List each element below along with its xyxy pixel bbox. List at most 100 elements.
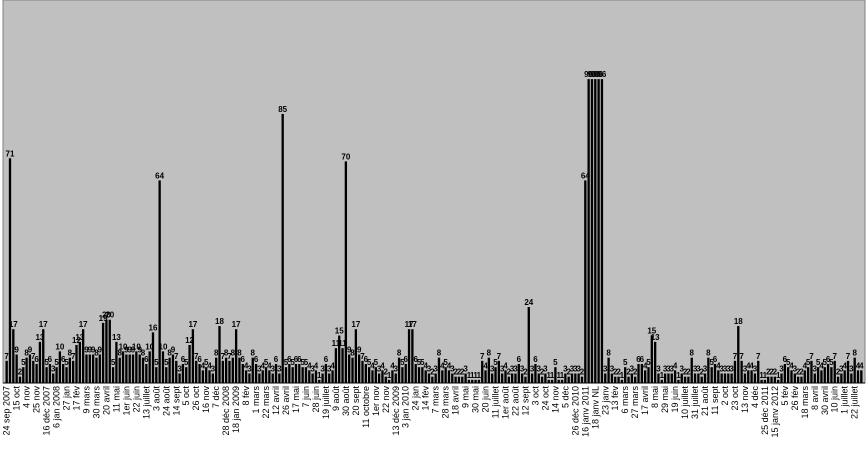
value-label: 12 bbox=[72, 336, 81, 345]
value-label: 3 bbox=[813, 365, 818, 374]
x-tick-label: 17 mai bbox=[291, 386, 301, 413]
value-label: 1 bbox=[759, 371, 764, 380]
bar bbox=[471, 379, 474, 383]
bar bbox=[790, 370, 793, 383]
bar bbox=[564, 373, 567, 383]
bar bbox=[856, 370, 860, 383]
value-label: 8 bbox=[350, 349, 355, 358]
value-label: 4 bbox=[314, 361, 319, 370]
bar bbox=[38, 341, 42, 383]
value-label: 3 bbox=[743, 365, 748, 374]
value-label: 7 bbox=[360, 352, 365, 361]
bar bbox=[138, 354, 141, 383]
value-label: 4 bbox=[207, 361, 212, 370]
bar bbox=[444, 367, 447, 383]
value-label: 2 bbox=[766, 368, 771, 377]
x-tick-label: 8 mai bbox=[650, 386, 660, 408]
bar bbox=[796, 376, 800, 383]
bar bbox=[185, 367, 188, 383]
value-label: 5 bbox=[806, 358, 811, 367]
bar bbox=[637, 364, 640, 383]
bar bbox=[367, 367, 371, 383]
value-label: 3 bbox=[394, 365, 399, 374]
bar bbox=[570, 373, 574, 383]
value-label: 7 bbox=[733, 352, 738, 361]
bar bbox=[221, 360, 224, 383]
value-label: 2 bbox=[633, 368, 638, 377]
value-label: 7 bbox=[4, 352, 9, 361]
value-label: 7 bbox=[497, 352, 502, 361]
value-label: 2 bbox=[799, 368, 804, 377]
bar bbox=[371, 370, 374, 383]
value-label: 96 bbox=[591, 70, 600, 79]
value-label: 6 bbox=[404, 355, 409, 364]
bar bbox=[18, 376, 22, 383]
value-label: 3 bbox=[726, 365, 731, 374]
bar bbox=[294, 364, 298, 383]
value-label: 5 bbox=[417, 358, 422, 367]
bar bbox=[105, 319, 108, 383]
x-tick-label: 11 sept bbox=[710, 386, 720, 415]
value-label: 3 bbox=[513, 365, 518, 374]
value-label: 7 bbox=[756, 352, 761, 361]
value-label: 3 bbox=[563, 365, 568, 374]
bar bbox=[607, 357, 610, 383]
value-label: 6 bbox=[61, 355, 66, 364]
value-label: 6 bbox=[34, 355, 39, 364]
value-label: 4 bbox=[716, 361, 721, 370]
bar bbox=[85, 354, 88, 383]
bar bbox=[816, 367, 820, 383]
bar bbox=[524, 376, 527, 383]
bar bbox=[743, 373, 747, 383]
value-label: 8 bbox=[690, 349, 695, 358]
value-label: 1 bbox=[550, 371, 555, 380]
bar bbox=[215, 357, 218, 383]
bar bbox=[577, 373, 580, 383]
x-tick-label: 13 nov bbox=[740, 386, 750, 414]
x-tick-label: 13 fév bbox=[610, 386, 620, 411]
value-label: 1 bbox=[556, 371, 561, 380]
bar bbox=[318, 379, 321, 383]
value-label: 4 bbox=[244, 361, 249, 370]
x-tick-label: 24 oct bbox=[540, 386, 550, 411]
value-label: 1 bbox=[560, 371, 565, 380]
bar bbox=[510, 373, 514, 383]
x-tick-label: 4 déc bbox=[750, 386, 760, 409]
value-label: 18 bbox=[215, 317, 224, 326]
value-label: 5 bbox=[264, 358, 269, 367]
bar bbox=[274, 364, 278, 383]
bar bbox=[843, 370, 846, 383]
bar bbox=[261, 370, 264, 383]
bar bbox=[205, 367, 208, 383]
x-tick-label: 28 déc 2008 bbox=[221, 386, 231, 436]
bar bbox=[5, 360, 8, 383]
bar bbox=[720, 373, 723, 383]
value-label: 15 bbox=[647, 327, 656, 336]
x-tick-label: 1 juillet bbox=[840, 386, 850, 415]
x-tick-label: 16 nov bbox=[201, 386, 211, 414]
bar bbox=[125, 354, 128, 383]
value-label: 5 bbox=[623, 358, 628, 367]
bar bbox=[767, 376, 770, 383]
value-label: 3 bbox=[377, 365, 382, 374]
bar bbox=[441, 370, 444, 383]
x-tick-label: 21 août bbox=[700, 386, 710, 417]
value-label: 2 bbox=[699, 368, 704, 377]
bar bbox=[544, 373, 547, 383]
value-label: 3 bbox=[427, 365, 432, 374]
bar bbox=[434, 373, 437, 383]
value-label: 2 bbox=[457, 368, 462, 377]
value-label: 5 bbox=[823, 358, 828, 367]
x-tick-label: 18 avril bbox=[451, 386, 461, 415]
bar bbox=[830, 367, 833, 383]
x-tick-label: 22 mars bbox=[261, 386, 271, 419]
value-label: 3 bbox=[463, 365, 468, 374]
bar bbox=[361, 360, 364, 383]
bar bbox=[344, 161, 348, 383]
bar bbox=[614, 376, 617, 383]
value-label: 5 bbox=[709, 358, 714, 367]
bar bbox=[48, 364, 52, 383]
value-label: 3 bbox=[320, 365, 325, 374]
value-label: 5 bbox=[400, 358, 405, 367]
bar bbox=[387, 379, 391, 383]
